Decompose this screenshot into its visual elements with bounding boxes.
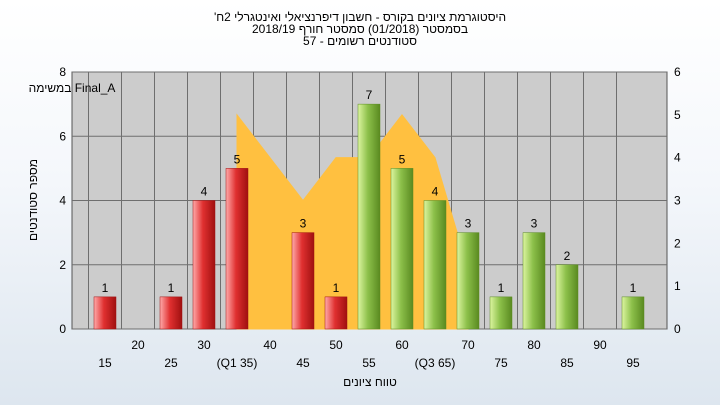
bar-50 (324, 296, 348, 330)
x-tick-label: (Q1 35) (217, 356, 258, 370)
bar-value-label: 3 (465, 217, 472, 231)
y2-tick-label: 5 (674, 108, 681, 122)
y2-tick-label: 0 (674, 322, 681, 336)
x-tick-label: 45 (296, 356, 310, 370)
y-axis-title: מספר סטודנטים (26, 159, 40, 241)
y2-tick-label: 6 (674, 65, 681, 79)
bar-45 (291, 232, 315, 330)
x-tick-label: 90 (593, 338, 607, 352)
x-tick-label: 30 (197, 338, 211, 352)
x-tick-label: 85 (560, 356, 574, 370)
x-axis-ticks: 15 20 25 30 (Q1 35) 40 45 50 55 60 (Q3 65) 70 75 80 85… (98, 338, 640, 370)
bar-70 (456, 232, 480, 330)
x-tick-label: 25 (164, 356, 178, 370)
y-tick-label: 0 (59, 322, 66, 336)
area-series-label: Final_A במשימה (29, 81, 116, 95)
bar-value-label: 1 (498, 281, 505, 295)
bar-value-label: 4 (201, 185, 208, 199)
y-tick-label: 4 (59, 194, 66, 208)
bar-35 (225, 168, 249, 330)
bar-value-label: 3 (300, 217, 307, 231)
data-labels: 1 1 4 5 3 1 7 5 4 3 1 3 2 1 (102, 88, 637, 295)
bar-value-label: 5 (234, 152, 241, 166)
bar-value-label: 1 (333, 281, 340, 295)
bar-value-label: 2 (564, 249, 571, 263)
y2-tick-label: 1 (674, 279, 681, 293)
bar-30 (192, 200, 216, 330)
bar-value-label: 1 (168, 281, 175, 295)
bar-65 (423, 200, 447, 330)
y-tick-label: 2 (59, 258, 66, 272)
bar-value-label: 1 (102, 281, 109, 295)
y2-axis-ticks: 0 1 2 3 4 5 6 (674, 65, 681, 336)
chart-title-line-3: סטודנטים רשומים - 57 (303, 34, 417, 48)
bar-15 (93, 296, 117, 330)
bar-value-label: 3 (531, 217, 538, 231)
bar-value-label: 5 (399, 152, 406, 166)
bar-80 (522, 232, 546, 330)
bar-value-label: 7 (366, 88, 373, 102)
bars (93, 103, 645, 330)
chart-title-line-1: היסטוגרמת ציונים בקורס - חשבון דיפרנציאל… (214, 10, 506, 24)
bar-60 (390, 168, 414, 330)
x-tick-label: 70 (461, 338, 475, 352)
x-tick-label: 15 (98, 356, 112, 370)
y-axis-ticks: 0 2 4 6 8 (59, 65, 66, 336)
x-tick-label: 55 (362, 356, 376, 370)
x-tick-label: 50 (329, 338, 343, 352)
x-tick-label: 80 (527, 338, 541, 352)
y-tick-label: 6 (59, 129, 66, 143)
x-tick-label: 95 (626, 356, 640, 370)
bar-value-label: 4 (432, 185, 439, 199)
x-tick-label: 40 (263, 338, 277, 352)
bar-value-label: 1 (630, 281, 637, 295)
x-tick-label: 75 (494, 356, 508, 370)
y2-tick-label: 4 (674, 151, 681, 165)
bar-85 (555, 264, 579, 330)
y2-tick-label: 2 (674, 236, 681, 250)
x-axis-title: טווח ציונים (343, 375, 397, 389)
bar-55 (357, 103, 381, 330)
x-tick-label: 20 (131, 338, 145, 352)
bar-95 (621, 296, 645, 330)
y2-tick-label: 3 (674, 194, 681, 208)
x-tick-label: (Q3 65) (415, 356, 456, 370)
y-tick-label: 8 (59, 65, 66, 79)
chart-title-line-2: בסמסטר (01/2018) סמסטר חורף 2018/19 (252, 22, 468, 36)
bar-75 (489, 296, 513, 330)
x-tick-label: 60 (395, 338, 409, 352)
chart-title: היסטוגרמת ציונים בקורס - חשבון דיפרנציאל… (214, 10, 506, 48)
bar-25 (159, 296, 183, 330)
